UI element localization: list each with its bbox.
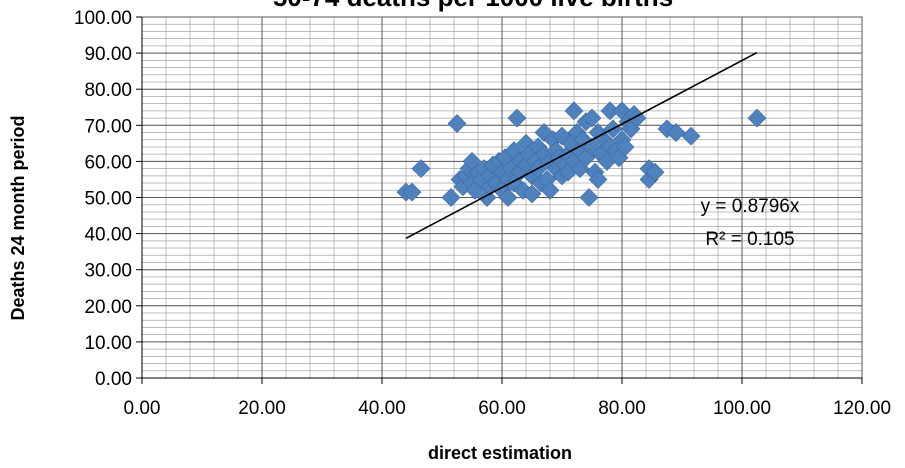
x-tick-label: 60.00	[478, 398, 526, 419]
y-tick-label: 10.00	[84, 333, 132, 354]
x-tick-label: 0.00	[124, 398, 161, 419]
y-tick-label: 90.00	[84, 44, 132, 65]
data-point	[507, 108, 527, 128]
data-point	[447, 114, 467, 133]
y-tick-label: 20.00	[84, 297, 132, 318]
data-point	[402, 182, 422, 202]
x-tick-label: 120.00	[833, 398, 891, 419]
y-tick-label: 40.00	[84, 225, 132, 246]
y-tick-label: 100.00	[74, 8, 132, 29]
data-point	[747, 108, 767, 128]
data-points	[396, 101, 767, 207]
data-point	[441, 188, 461, 207]
data-point	[579, 188, 599, 207]
trendline-equation: y = 0.8796x	[701, 196, 800, 217]
data-point	[588, 170, 608, 189]
trendline	[405, 51, 758, 239]
axes: 0.00 10.00 20.00 30.00 40.00 50.00 60.00 70.00 8…	[74, 8, 891, 419]
x-tick-label: 20.00	[238, 398, 286, 419]
y-axis-title: Deaths 24 month period	[8, 115, 28, 320]
data-point	[498, 188, 518, 207]
trendline-r-squared: R² = 0.105	[705, 229, 794, 250]
x-tick-label: 100.00	[713, 398, 771, 419]
y-tick-label: 0.00	[95, 369, 132, 390]
data-point	[645, 162, 665, 182]
data-point	[522, 184, 542, 204]
data-point	[681, 126, 701, 146]
grid	[141, 16, 863, 379]
trendline-group	[405, 51, 758, 239]
y-tick-label: 50.00	[84, 189, 132, 210]
data-point	[666, 123, 686, 142]
data-point	[540, 180, 560, 200]
data-point	[615, 137, 635, 157]
data-point	[582, 108, 602, 128]
y-tick-label: 80.00	[84, 80, 132, 101]
x-axis-title: direct estimation	[428, 443, 572, 463]
y-tick-label: 70.00	[84, 116, 132, 137]
y-tick-label: 30.00	[84, 261, 132, 282]
x-tick-label: 40.00	[358, 398, 406, 419]
chart-title: 50-74 deaths per 1000 live births	[273, 0, 673, 12]
data-point	[411, 159, 431, 179]
x-tick-label: 80.00	[598, 398, 646, 419]
data-point	[564, 101, 584, 121]
y-tick-label: 60.00	[84, 152, 132, 173]
